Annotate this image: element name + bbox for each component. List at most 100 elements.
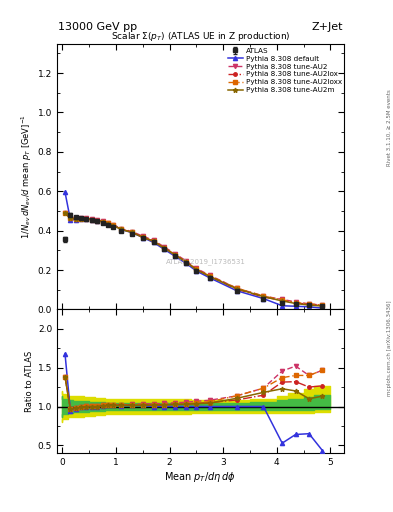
Pythia 8.308 tune-AU2 bbox=[130, 228, 134, 234]
Pythia 8.308 tune-AU2m bbox=[68, 215, 73, 221]
Pythia 8.308 tune-AU2m bbox=[106, 221, 110, 227]
Pythia 8.308 default bbox=[194, 268, 199, 274]
Legend: ATLAS, Pythia 8.308 default, Pythia 8.308 tune-AU2, Pythia 8.308 tune-AU2lox, Py: ATLAS, Pythia 8.308 default, Pythia 8.30… bbox=[227, 47, 343, 94]
Pythia 8.308 tune-AU2lox bbox=[173, 251, 177, 258]
Pythia 8.308 tune-AU2m bbox=[162, 245, 167, 251]
Pythia 8.308 tune-AU2loxx bbox=[73, 216, 78, 222]
Pythia 8.308 tune-AU2lox bbox=[320, 303, 325, 309]
Pythia 8.308 default bbox=[90, 217, 94, 223]
Pythia 8.308 tune-AU2loxx bbox=[162, 245, 167, 251]
Pythia 8.308 tune-AU2m bbox=[130, 229, 134, 236]
Pythia 8.308 tune-AU2loxx bbox=[111, 222, 116, 228]
Pythia 8.308 tune-AU2loxx bbox=[119, 226, 124, 232]
Pythia 8.308 tune-AU2lox bbox=[84, 216, 89, 222]
Pythia 8.308 tune-AU2lox bbox=[194, 266, 199, 272]
Pythia 8.308 tune-AU2lox bbox=[307, 302, 311, 308]
Pythia 8.308 tune-AU2loxx bbox=[68, 215, 73, 221]
Pythia 8.308 tune-AU2loxx bbox=[194, 266, 199, 272]
Pythia 8.308 default bbox=[208, 275, 212, 281]
Pythia 8.308 tune-AU2m bbox=[79, 216, 83, 222]
Pythia 8.308 tune-AU2 bbox=[293, 299, 298, 305]
Pythia 8.308 tune-AU2m bbox=[140, 234, 145, 241]
Pythia 8.308 default bbox=[234, 288, 239, 294]
Pythia 8.308 tune-AU2 bbox=[62, 210, 67, 216]
Y-axis label: Ratio to ATLAS: Ratio to ATLAS bbox=[25, 351, 33, 412]
Pythia 8.308 tune-AU2 bbox=[73, 215, 78, 221]
Pythia 8.308 tune-AU2loxx bbox=[183, 259, 188, 265]
Pythia 8.308 tune-AU2m bbox=[95, 218, 99, 224]
Pythia 8.308 tune-AU2lox bbox=[95, 218, 99, 224]
Pythia 8.308 default bbox=[293, 303, 298, 309]
Pythia 8.308 tune-AU2 bbox=[173, 250, 177, 257]
Line: Pythia 8.308 default: Pythia 8.308 default bbox=[63, 190, 325, 310]
Pythia 8.308 default bbox=[162, 246, 167, 252]
Pythia 8.308 tune-AU2 bbox=[234, 285, 239, 291]
Text: Rivet 3.1.10, ≥ 2.5M events: Rivet 3.1.10, ≥ 2.5M events bbox=[387, 90, 392, 166]
Text: mcplots.cern.ch [arXiv:1306.3436]: mcplots.cern.ch [arXiv:1306.3436] bbox=[387, 301, 392, 396]
Y-axis label: $1/N_{ev}\,dN_{ev}/d$ mean $p_T$ [GeV]$^{-1}$: $1/N_{ev}\,dN_{ev}/d$ mean $p_T$ [GeV]$^… bbox=[19, 114, 33, 239]
Pythia 8.308 default bbox=[183, 260, 188, 266]
Pythia 8.308 tune-AU2lox bbox=[119, 226, 124, 232]
Pythia 8.308 tune-AU2lox bbox=[106, 220, 110, 226]
Pythia 8.308 tune-AU2lox bbox=[140, 234, 145, 240]
Pythia 8.308 tune-AU2m bbox=[62, 210, 67, 216]
Pythia 8.308 default bbox=[130, 229, 134, 236]
Pythia 8.308 tune-AU2loxx bbox=[106, 220, 110, 226]
Pythia 8.308 tune-AU2 bbox=[106, 220, 110, 226]
Pythia 8.308 default bbox=[68, 217, 73, 223]
Pythia 8.308 tune-AU2lox bbox=[62, 210, 67, 216]
Pythia 8.308 tune-AU2m bbox=[208, 273, 212, 280]
Pythia 8.308 tune-AU2loxx bbox=[320, 302, 325, 308]
Pythia 8.308 tune-AU2loxx bbox=[90, 217, 94, 223]
Pythia 8.308 tune-AU2 bbox=[194, 265, 199, 271]
Pythia 8.308 tune-AU2 bbox=[151, 237, 156, 243]
Pythia 8.308 tune-AU2 bbox=[261, 293, 266, 299]
Pythia 8.308 default bbox=[173, 253, 177, 259]
Pythia 8.308 default bbox=[106, 220, 110, 226]
Pythia 8.308 tune-AU2loxx bbox=[62, 210, 67, 216]
Pythia 8.308 tune-AU2 bbox=[208, 272, 212, 279]
Pythia 8.308 tune-AU2lox bbox=[261, 294, 266, 300]
Pythia 8.308 tune-AU2m bbox=[73, 216, 78, 222]
Pythia 8.308 tune-AU2 bbox=[84, 215, 89, 221]
Pythia 8.308 tune-AU2loxx bbox=[140, 234, 145, 240]
Title: Scalar $\Sigma(p_T)$ (ATLAS UE in Z production): Scalar $\Sigma(p_T)$ (ATLAS UE in Z prod… bbox=[111, 30, 290, 44]
Pythia 8.308 default bbox=[84, 216, 89, 222]
Pythia 8.308 tune-AU2m bbox=[111, 222, 116, 228]
Pythia 8.308 tune-AU2lox bbox=[68, 215, 73, 221]
Line: Pythia 8.308 tune-AU2loxx: Pythia 8.308 tune-AU2loxx bbox=[63, 211, 324, 307]
Pythia 8.308 default bbox=[151, 240, 156, 246]
Pythia 8.308 tune-AU2 bbox=[280, 296, 285, 303]
Pythia 8.308 tune-AU2m bbox=[320, 303, 325, 309]
Pythia 8.308 tune-AU2m bbox=[84, 216, 89, 222]
Pythia 8.308 tune-AU2 bbox=[100, 218, 105, 224]
Pythia 8.308 tune-AU2lox bbox=[100, 219, 105, 225]
Pythia 8.308 tune-AU2lox bbox=[234, 286, 239, 292]
Pythia 8.308 tune-AU2lox bbox=[162, 245, 167, 251]
Pythia 8.308 tune-AU2loxx bbox=[208, 273, 212, 279]
Pythia 8.308 tune-AU2m bbox=[151, 238, 156, 244]
Pythia 8.308 tune-AU2loxx bbox=[79, 216, 83, 222]
Pythia 8.308 tune-AU2m bbox=[261, 293, 266, 300]
Pythia 8.308 tune-AU2m bbox=[183, 259, 188, 265]
Text: ATLAS_2019_I1736531: ATLAS_2019_I1736531 bbox=[166, 258, 246, 265]
Pythia 8.308 tune-AU2lox bbox=[183, 259, 188, 265]
Pythia 8.308 tune-AU2lox bbox=[90, 217, 94, 223]
Pythia 8.308 tune-AU2loxx bbox=[307, 301, 311, 307]
Pythia 8.308 default bbox=[119, 227, 124, 233]
Line: Pythia 8.308 tune-AU2m: Pythia 8.308 tune-AU2m bbox=[62, 210, 325, 309]
Pythia 8.308 default bbox=[62, 189, 67, 195]
Pythia 8.308 tune-AU2 bbox=[183, 258, 188, 264]
Pythia 8.308 tune-AU2 bbox=[307, 301, 311, 307]
Pythia 8.308 tune-AU2 bbox=[90, 216, 94, 222]
Pythia 8.308 tune-AU2m bbox=[280, 298, 285, 304]
Pythia 8.308 tune-AU2lox bbox=[293, 300, 298, 306]
Pythia 8.308 tune-AU2loxx bbox=[173, 251, 177, 258]
Pythia 8.308 tune-AU2loxx bbox=[234, 285, 239, 291]
Pythia 8.308 tune-AU2m bbox=[90, 217, 94, 223]
Pythia 8.308 tune-AU2 bbox=[79, 215, 83, 221]
X-axis label: Mean $p_T/d\eta\,d\phi$: Mean $p_T/d\eta\,d\phi$ bbox=[165, 470, 236, 484]
Pythia 8.308 tune-AU2m bbox=[173, 252, 177, 258]
Pythia 8.308 default bbox=[79, 216, 83, 222]
Pythia 8.308 tune-AU2loxx bbox=[280, 297, 285, 303]
